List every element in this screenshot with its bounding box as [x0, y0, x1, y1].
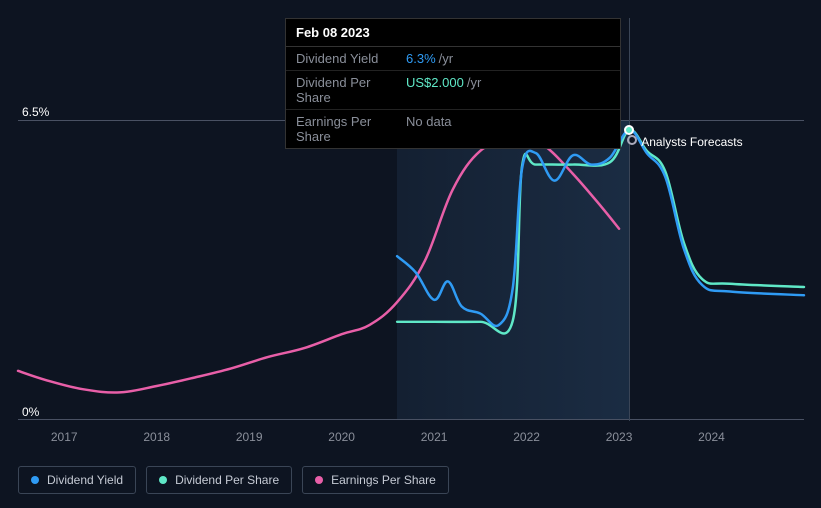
- x-axis-tick: 2020: [328, 430, 355, 444]
- tooltip-row: Earnings Per Share No data: [286, 110, 620, 148]
- legend-label: Earnings Per Share: [331, 473, 436, 487]
- tooltip-row: Dividend Per Share US$2.000 /yr: [286, 71, 620, 110]
- past-forecast-divider-icon: [627, 135, 637, 145]
- tooltip-row-value: 6.3%: [406, 51, 436, 66]
- x-axis-tick: 2017: [51, 430, 78, 444]
- plot-region[interactable]: Past Analysts Forecasts: [18, 120, 804, 420]
- x-axis-tick: 2024: [698, 430, 725, 444]
- tooltip-row-label: Earnings Per Share: [296, 114, 406, 144]
- legend-dot-icon: [159, 476, 167, 484]
- chart-svg: [18, 121, 804, 419]
- tooltip-date: Feb 08 2023: [286, 19, 620, 47]
- legend-dot-icon: [31, 476, 39, 484]
- legend-item-dividend-yield[interactable]: Dividend Yield: [18, 466, 136, 494]
- legend-item-earnings-per-share[interactable]: Earnings Per Share: [302, 466, 449, 494]
- tooltip-row-label: Dividend Per Share: [296, 75, 406, 105]
- hover-marker-icon: [624, 125, 634, 135]
- x-axis-tick: 2022: [513, 430, 540, 444]
- x-axis-tick: 2021: [421, 430, 448, 444]
- x-axis: 2017 2018 2019 2020 2021 2022 2023 2024: [18, 430, 804, 450]
- x-axis-tick: 2019: [236, 430, 263, 444]
- forecast-label: Analysts Forecasts: [641, 135, 742, 149]
- chart-tooltip: Feb 08 2023 Dividend Yield 6.3% /yr Divi…: [285, 18, 621, 149]
- chart-legend: Dividend Yield Dividend Per Share Earnin…: [18, 466, 449, 494]
- x-axis-tick: 2018: [143, 430, 170, 444]
- legend-dot-icon: [315, 476, 323, 484]
- tooltip-row-label: Dividend Yield: [296, 51, 406, 66]
- x-axis-tick: 2023: [606, 430, 633, 444]
- y-axis-max-label: 6.5%: [22, 105, 49, 119]
- earnings-per-share-line: [18, 141, 619, 393]
- legend-label: Dividend Per Share: [175, 473, 279, 487]
- tooltip-row: Dividend Yield 6.3% /yr: [286, 47, 620, 71]
- tooltip-row-value: No data: [406, 114, 452, 144]
- chart-area[interactable]: 6.5% 0% Past Analysts Forecasts: [18, 105, 804, 425]
- legend-item-dividend-per-share[interactable]: Dividend Per Share: [146, 466, 292, 494]
- tooltip-row-suffix: /yr: [467, 75, 481, 105]
- legend-label: Dividend Yield: [47, 473, 123, 487]
- tooltip-row-value: US$2.000: [406, 75, 464, 105]
- tooltip-row-suffix: /yr: [439, 51, 453, 66]
- dividend-yield-line: [397, 130, 804, 326]
